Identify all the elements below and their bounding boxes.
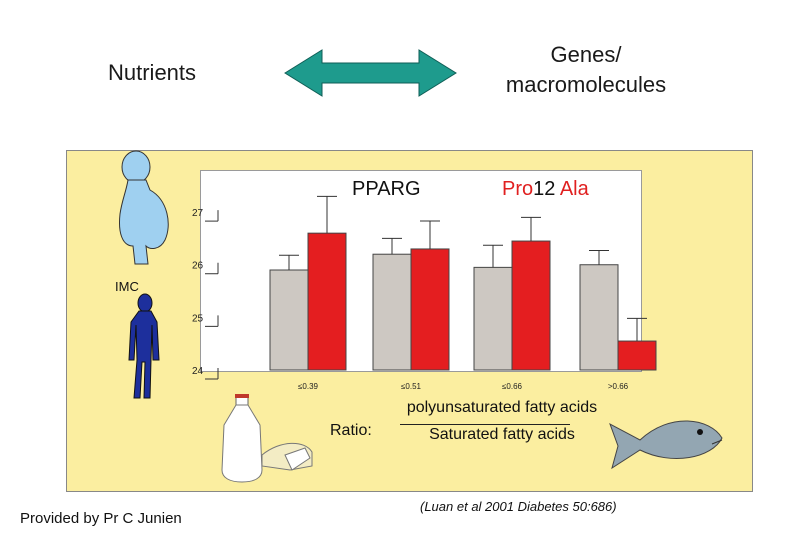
x-tick-label-0: ≤0.39 [298, 382, 319, 391]
variant-ala: Ala [559, 178, 589, 200]
bar-chart: 27 26 25 24 ≤0.39 ≤0.51 ≤0.66 >0.66 [192, 195, 657, 391]
y-tick-label-2: 25 [192, 313, 204, 324]
citation-text: (Luan et al 2001 Diabetes 50:686) [420, 499, 617, 514]
y-tick-label-3: 24 [192, 366, 204, 377]
ratio-numerator: polyunsaturated fatty acids [406, 399, 598, 416]
x-tick-label-2: ≤0.66 [502, 382, 523, 391]
genes-label: Genes/ macromolecules [470, 40, 702, 100]
bar-ala-0 [307, 232, 347, 371]
genes-label-line2: macromolecules [505, 72, 667, 97]
ratio-label: Ratio: [330, 422, 372, 439]
y-tick-label-1: 26 [192, 261, 204, 272]
bar-pro-3 [579, 264, 619, 371]
bar-pro-2 [473, 266, 513, 371]
ratio-divider [400, 424, 570, 425]
ratio-denominator: Saturated fatty acids [429, 426, 575, 443]
y-tick-label-0: 27 [192, 208, 204, 219]
bar-ala-1 [410, 248, 450, 371]
fish-icon [609, 420, 723, 470]
cheese-icon [261, 442, 313, 471]
y-axis-label: IMC [115, 279, 139, 294]
milk-bottle-icon [221, 394, 263, 483]
bar-pro-0 [269, 269, 309, 371]
x-tick-label-1: ≤0.51 [401, 382, 422, 391]
bar-pro-1 [372, 253, 412, 371]
x-tick-label-3: >0.66 [608, 382, 629, 391]
bar-ala-2 [511, 240, 551, 371]
obese-person-icon [119, 150, 169, 265]
nutrients-label: Nutrients [108, 60, 197, 85]
chart-title-variant: Pro12 Ala [502, 178, 589, 201]
bar-ala-3 [617, 340, 657, 371]
variant-pro: Pro [502, 178, 534, 200]
genes-label-line1: Genes/ [550, 42, 622, 67]
double-arrow-icon [284, 49, 457, 97]
thin-person-icon [128, 293, 160, 399]
chart-title-gene: PPARG [352, 178, 421, 200]
credit-text: Provided by Pr C Junien [20, 510, 182, 527]
variant-position: 12 [533, 178, 556, 200]
